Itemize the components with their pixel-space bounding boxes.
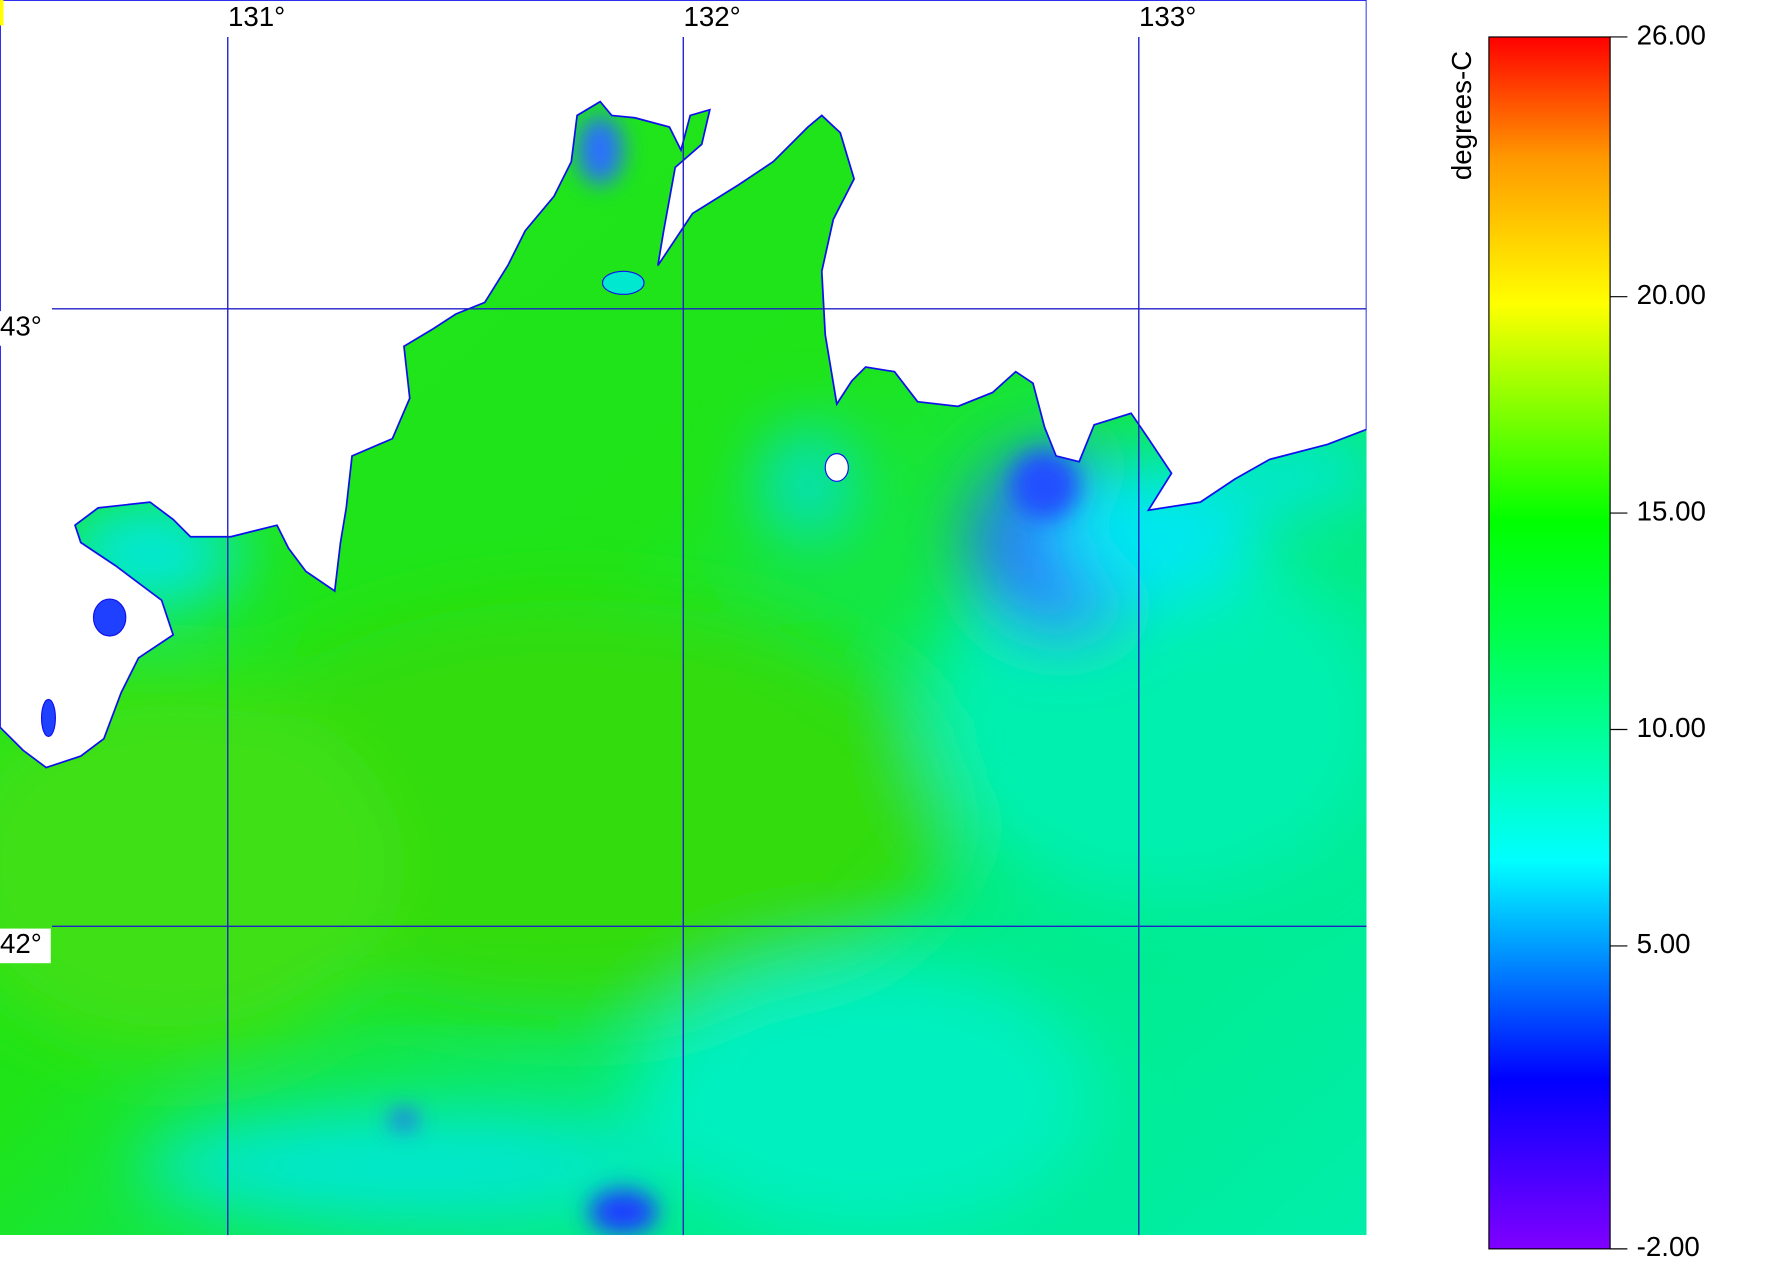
graticule: 131° 132° 133° 43° 42° [0,1,1367,1236]
cold-spots [390,115,1080,1236]
lat-label-bg [0,311,51,346]
colorbar-tick-label: 10.00 [1637,712,1706,743]
colorbar-tick-label: 15.00 [1637,495,1706,526]
lat-label-bg [0,928,51,964]
lat-label: 43° [0,311,42,342]
lon-label: 131° [228,1,285,32]
colorbar-tick-label: -2.00 [1637,1231,1700,1262]
corner-mark [0,0,4,26]
colorbar-label: degrees-C [1446,51,1477,180]
bay [601,270,645,295]
colorbar-tick-label: 26.00 [1637,19,1706,50]
lake [40,698,56,737]
island [824,453,849,482]
lon-label: 133° [1139,1,1196,32]
lon-label: 132° [683,1,740,32]
land [0,0,1367,769]
colorbar [1488,36,1611,1250]
map-area [0,0,1367,1236]
lake [92,598,127,637]
colorbar-tick-label: 20.00 [1637,279,1706,310]
lat-label: 42° [0,928,42,959]
colorbar-tick-label: 5.00 [1637,928,1691,959]
